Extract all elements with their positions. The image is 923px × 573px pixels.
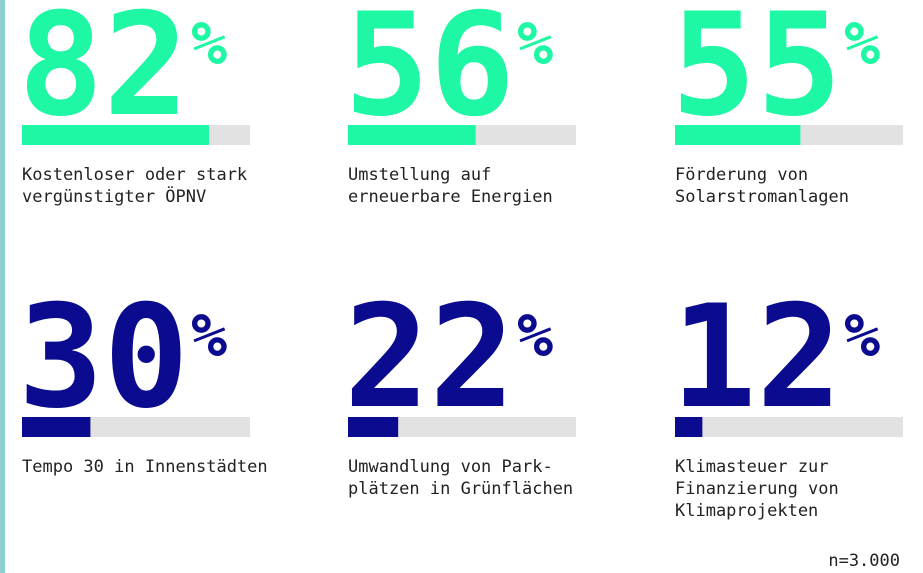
label-line: Klimasteuer zur (675, 457, 829, 477)
category-label: Umstellung auf erneuerbare Energien (348, 165, 553, 207)
label-line: Klimaprojekten (675, 501, 818, 521)
label-line: Umwandlung von Park- (348, 457, 553, 477)
big-number: 22 (344, 275, 515, 440)
label-line: Tempo 30 in Innenstädten (22, 457, 268, 477)
bar (348, 417, 399, 437)
category-label: Umwandlung von Park-plätzen in Grünfläch… (348, 457, 573, 499)
bar (22, 417, 91, 437)
percent-sign: % (844, 9, 880, 79)
label-line: Umstellung auf (348, 165, 491, 185)
percent-sign: % (191, 301, 227, 371)
category-label: Tempo 30 in Innenstädten (22, 457, 268, 477)
big-number: 12 (671, 275, 842, 440)
percent-sign: % (517, 9, 553, 79)
sample-note: n=3.000 (828, 551, 900, 571)
big-number: 30 (18, 275, 189, 440)
percent-sign: % (517, 301, 553, 371)
percent-sign: % (844, 301, 880, 371)
label-line: plätzen in Grünflächen (348, 479, 573, 499)
big-number: 55 (671, 0, 842, 148)
bar (675, 125, 801, 145)
label-line: vergünstigter ÖPNV (22, 185, 206, 207)
bar-track (348, 417, 576, 437)
label-line: Solarstromanlagen (675, 187, 849, 207)
category-label: Kostenloser oder stark vergünstigter ÖPNV (22, 165, 247, 207)
bar-track (675, 417, 903, 437)
label-line: Finanzierung von (675, 479, 839, 499)
big-number: 82 (18, 0, 189, 148)
bar (675, 417, 703, 437)
category-label: Klimasteuer zur Finanzierung von Klimaproj… (675, 457, 839, 521)
bar (348, 125, 476, 145)
label-line: Kostenloser oder stark (22, 165, 247, 185)
big-number: 56 (344, 0, 515, 148)
label-line: Förderung von (675, 165, 808, 185)
percent-sign: % (191, 9, 227, 79)
side-stripe (0, 0, 5, 573)
label-line: erneuerbare Energien (348, 187, 553, 207)
bar (22, 125, 209, 145)
category-label: Förderung von Solarstromanlagen (675, 165, 849, 207)
